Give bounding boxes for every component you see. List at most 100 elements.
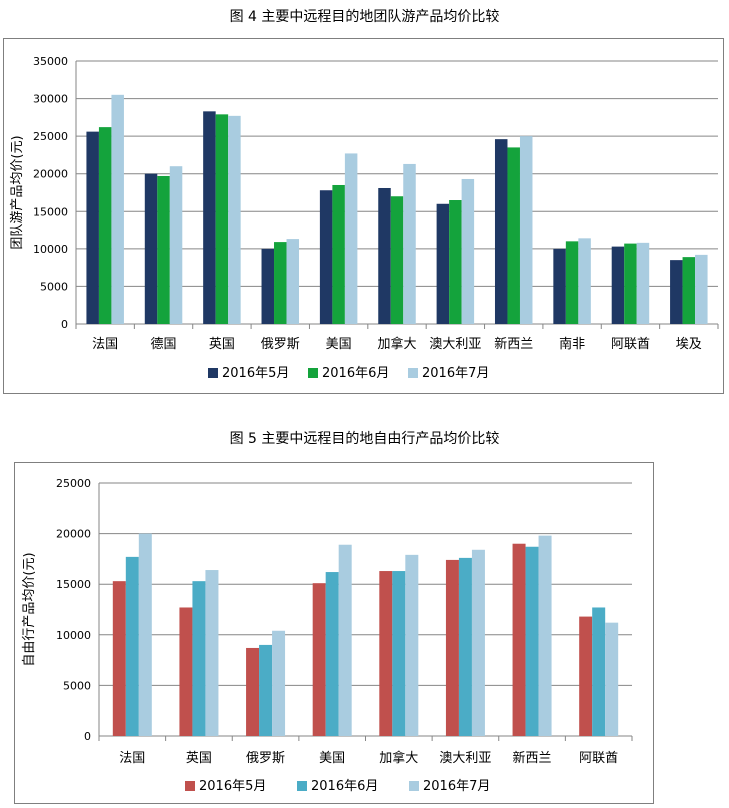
- figure-4-title: 图 4 主要中远程目的地团队游产品均价比较: [229, 9, 500, 25]
- bar-1-3: [274, 242, 287, 324]
- legend-label-2: 2016年7月: [423, 779, 490, 794]
- bar-2-8: [578, 238, 591, 324]
- x-category-label: 新西兰: [494, 336, 533, 352]
- y-tick-label: 25000: [56, 477, 91, 490]
- x-category-label: 美国: [326, 337, 352, 352]
- bar-1-4: [392, 571, 406, 736]
- y-tick-label: 30000: [33, 93, 68, 106]
- bar-1-6: [449, 200, 462, 324]
- y-tick-label: 25000: [33, 130, 68, 143]
- bar-1-7: [592, 607, 606, 736]
- bar-2-1: [169, 166, 183, 324]
- bar-2-6: [538, 535, 552, 736]
- legend-swatch-1: [297, 781, 307, 791]
- bar-0-10: [670, 260, 683, 324]
- y-tick-label: 20000: [33, 168, 68, 181]
- bar-1-7: [507, 147, 520, 324]
- y-tick-label: 10000: [56, 629, 91, 642]
- x-category-label: 新西兰: [513, 750, 552, 766]
- y-tick-label: 20000: [56, 528, 91, 541]
- bar-0-1: [179, 607, 193, 736]
- bar-2-3: [286, 239, 300, 324]
- chart-frame-independent-travel: 0 5000 10000 15000 20000 25000 自由行产品均价(元) 法国 英国 俄…: [14, 462, 654, 804]
- legend-label-0: 2016年5月: [222, 366, 289, 381]
- x-category-label: 埃及: [676, 337, 702, 352]
- legend-label-1: 2016年6月: [322, 366, 389, 381]
- bar-2-5: [403, 163, 416, 324]
- x-category-label: 法国: [119, 751, 145, 766]
- bar-2-0: [138, 533, 152, 736]
- bar-2-7: [605, 622, 619, 736]
- y-tick-label: 15000: [56, 578, 91, 591]
- bar-0-6: [436, 203, 450, 324]
- y-tick-label: 0: [84, 730, 91, 743]
- x-category-label: 澳大利亚: [439, 750, 491, 766]
- bar-0-5: [378, 187, 391, 324]
- bar-2-2: [272, 630, 286, 736]
- bar-1-0: [125, 556, 139, 736]
- bar-0-9: [611, 246, 625, 324]
- bar-1-3: [325, 572, 339, 736]
- bar-1-4: [332, 184, 345, 324]
- bar-0-6: [512, 543, 526, 736]
- bar-1-10: [682, 257, 696, 324]
- x-category-label: 加拿大: [379, 750, 418, 766]
- bar-2-10: [695, 254, 708, 324]
- bar-0-2: [203, 111, 216, 325]
- bar-0-7: [494, 139, 508, 324]
- y-tick-label: 5000: [40, 280, 68, 293]
- legend-label-1: 2016年6月: [311, 779, 378, 794]
- bar-1-6: [525, 546, 539, 736]
- bar-2-3: [338, 544, 352, 736]
- legend-swatch-0: [208, 368, 218, 378]
- x-category-label: 澳大利亚: [429, 336, 481, 352]
- bar-0-8: [553, 248, 566, 324]
- bar-1-8: [565, 241, 579, 324]
- legend-swatch-1: [308, 368, 318, 378]
- bar-0-2: [246, 647, 260, 736]
- bar-1-1: [192, 581, 206, 736]
- x-category-label: 俄罗斯: [261, 337, 300, 352]
- bar-2-4: [344, 153, 358, 324]
- x-category-label: 英国: [209, 337, 235, 352]
- bar-1-5: [458, 557, 472, 736]
- legend-swatch-0: [185, 781, 195, 791]
- chart-frame-group-tour: 0 5000 10000 15000 20000 25000 30000 35000 团队游产品…: [3, 38, 724, 394]
- bar-1-1: [157, 175, 170, 324]
- x-category-label: 俄罗斯: [246, 751, 285, 766]
- bar-1-2: [215, 114, 229, 324]
- legend-swatch-2: [408, 368, 418, 378]
- y-axis-title: 自由行产品均价(元): [22, 552, 37, 666]
- bar-0-3: [312, 583, 326, 736]
- bar-0-7: [579, 616, 593, 736]
- x-category-label: 德国: [151, 337, 177, 352]
- x-category-label: 法国: [92, 337, 118, 352]
- independent-travel-price-chart: 0 5000 10000 15000 20000 25000 自由行产品均价(元) 法国 英国 俄…: [22, 477, 633, 794]
- bar-0-5: [445, 559, 459, 736]
- x-category-label: 南非: [559, 336, 585, 352]
- x-category-label: 阿联酋: [611, 336, 650, 352]
- y-tick-label: 10000: [33, 243, 68, 256]
- y-axis-title: 团队游产品均价(元): [10, 135, 25, 249]
- x-category-label: 美国: [319, 751, 345, 766]
- bar-2-9: [636, 242, 650, 324]
- bar-2-6: [461, 178, 475, 324]
- bar-0-4: [319, 190, 333, 324]
- y-tick-label: 15000: [33, 205, 68, 218]
- bar-1-2: [259, 644, 273, 736]
- x-category-label: 英国: [186, 751, 212, 766]
- bar-0-3: [261, 248, 275, 324]
- y-tick-label: 35000: [33, 55, 68, 68]
- bar-0-0: [86, 131, 99, 324]
- bar-2-5: [471, 549, 485, 736]
- group-tour-price-chart: 0 5000 10000 15000 20000 25000 30000 35000 团队游产品…: [10, 55, 719, 381]
- legend-label-0: 2016年5月: [199, 779, 266, 794]
- bar-2-7: [519, 136, 533, 324]
- x-category-label: 加拿大: [377, 336, 416, 352]
- bar-2-2: [228, 115, 241, 325]
- bar-0-1: [144, 173, 158, 324]
- bar-0-4: [379, 571, 393, 736]
- bar-1-0: [98, 127, 112, 324]
- bar-2-4: [405, 554, 419, 736]
- bar-0-0: [112, 581, 126, 736]
